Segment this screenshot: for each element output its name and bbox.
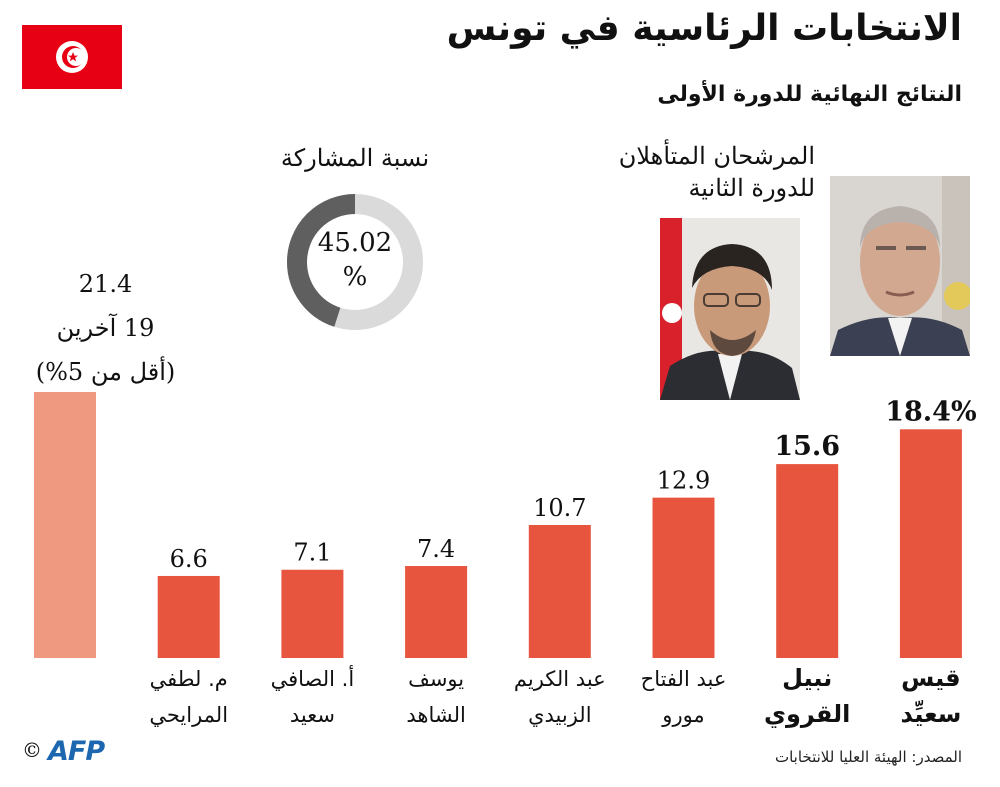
bar-0 [34,392,96,658]
afp-logo: AFP [48,736,105,767]
tunisia-flag-icon [22,25,122,89]
others-bar-label: 21.4 19 آخرين (أقل من 5%) [18,262,193,394]
bar-7 [899,429,962,658]
bar-3 [405,566,468,658]
qualified-candidates-label: المرشحان المتأهلان للدورة الثانية [619,140,815,204]
candidate-name-6-line-1: نبيل [782,664,832,692]
bar-value-label-2: 7.1 [293,539,331,567]
candidate-name-2-line-1: أ. الصافي [271,665,355,691]
turnout-donut [287,194,423,330]
chart-subtitle: النتائج النهائية للدورة الأولى [657,82,962,107]
bar-4 [528,525,591,658]
turnout-donut-fill [287,194,423,330]
others-count-label: 19 آخرين [56,314,155,342]
bar-value-label-1: 6.6 [170,545,208,573]
candidate-name-7-line-1: قيس [901,664,960,692]
others-value-label: 21.4 [78,270,133,298]
candidate-name-4-line-1: عبد الكريم [514,667,606,692]
candidate-name-3-line-1: يوسف [408,667,464,691]
candidate-name-3-line-2: الشاهد [406,703,465,727]
candidate-photo-karoui [660,218,800,400]
bar-value-label-7: 18.4% [885,396,976,427]
qualified-line-1: المرشحان المتأهلان [618,142,815,170]
qualified-line-2: للدورة الثانية [688,174,815,202]
portrait-karoui-icon [660,218,800,400]
bar-2 [281,569,344,658]
candidate-name-4-line-2: الزبيدي [528,703,591,727]
copyright-symbol: © [22,738,42,762]
bar-value-label-6: 15.6 [774,431,840,462]
bar-1 [157,575,220,658]
candidate-name-2-line-2: سعيد [290,703,335,727]
bar-6 [776,464,839,658]
candidate-name-5-line-1: عبد الفتاح [641,667,727,691]
candidate-name-1-line-2: المرايحي [149,703,228,727]
candidate-photo-saied [830,176,970,356]
candidate-name-6-line-2: القروي [764,700,850,728]
candidate-name-7-line-2: سعيِّد [900,699,961,728]
chart-title: الانتخابات الرئاسية في تونس [446,8,962,49]
turnout-value-number: 45.02 [317,228,393,258]
bar-value-label-3: 7.4 [417,535,455,563]
turnout-value: 45.02 % [285,226,425,294]
candidate-name-5-line-2: مورو [661,703,704,727]
bar-value-label-5: 12.9 [657,467,710,495]
source-note: المصدر: الهيئة العليا للانتخابات [774,748,962,766]
others-note-label: (أقل من 5%) [35,358,176,386]
candidate-name-1-line-1: م. لطفي [150,667,228,691]
bar-value-label-4: 10.7 [533,494,586,522]
portrait-saied-icon [830,176,970,356]
turnout-label: نسبة المشاركة [280,144,430,172]
turnout-value-unit: % [342,262,368,292]
bar-5 [652,497,715,658]
